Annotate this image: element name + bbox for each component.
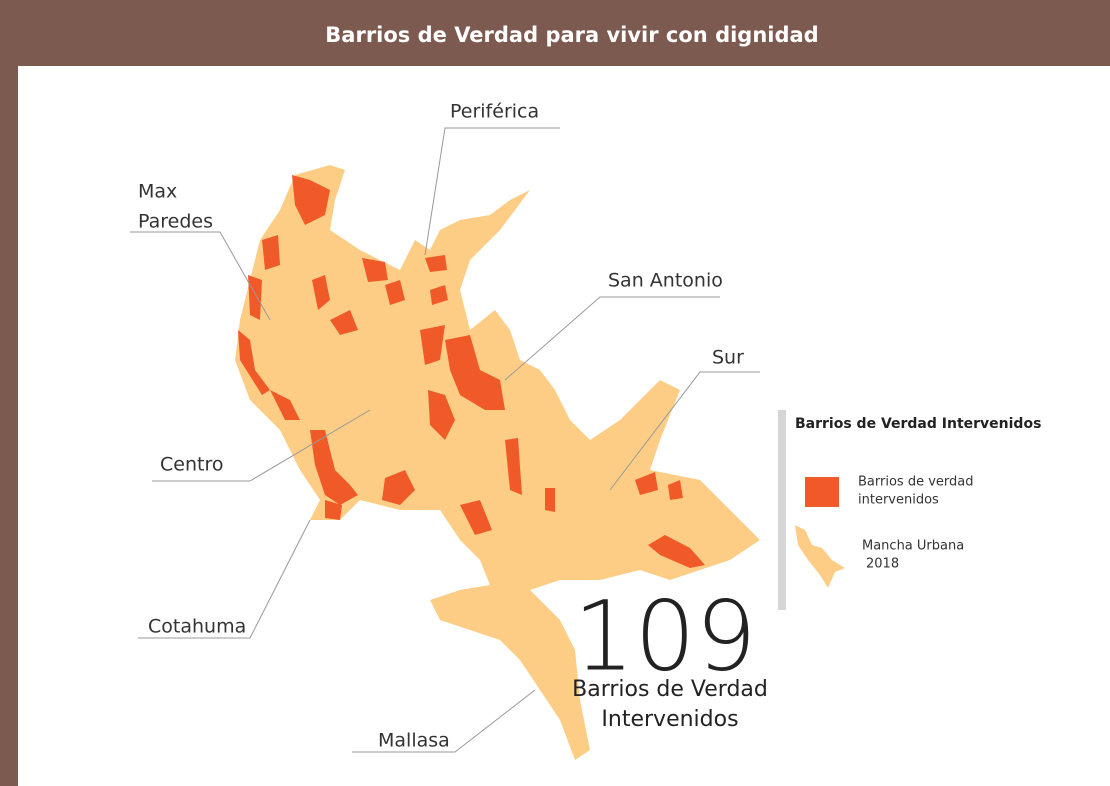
leader-lines	[130, 127, 760, 753]
urban-area	[235, 165, 760, 760]
leader-line	[504, 296, 720, 381]
legend-label: Mancha Urbana	[862, 539, 964, 554]
district-label: Mallasa	[378, 730, 450, 752]
caption-line: Barrios de Verdad	[572, 677, 768, 702]
leader-line	[152, 409, 371, 482]
legend-bar	[778, 410, 786, 610]
leader-line	[424, 127, 560, 256]
district-label: Sur	[712, 347, 744, 369]
district-label: Centro	[160, 454, 223, 476]
leader-line	[352, 689, 536, 753]
district-label: Cotahuma	[148, 616, 246, 638]
legend-label: 2018	[866, 557, 899, 572]
leader-line	[138, 519, 311, 639]
intervened-areas	[238, 175, 705, 568]
legend-label: Barrios de verdad	[858, 475, 973, 490]
map	[235, 165, 760, 760]
big-number-caption: Barrios de Verdad Intervenidos	[572, 677, 768, 732]
leader-line	[609, 371, 760, 491]
leader-line	[130, 231, 271, 321]
district-label: Max	[138, 181, 177, 203]
legend-items: Barrios de verdad intervenidos Mancha Urba…	[858, 475, 973, 572]
legend-label: intervenidos	[858, 493, 939, 508]
legend-swatch	[805, 477, 839, 507]
title: Barrios de Verdad para vivir con dignida…	[325, 23, 818, 47]
district-label: Paredes	[138, 211, 213, 233]
district-label: Periférica	[450, 101, 539, 123]
district-label: San Antonio	[608, 270, 723, 292]
big-number: 109	[573, 580, 756, 692]
district-labels: Periférica Max Paredes San Antonio Sur Centro…	[138, 101, 744, 752]
legend-swatch	[795, 525, 845, 588]
caption-line: Intervenidos	[601, 707, 738, 732]
legend-title: Barrios de Verdad Intervenidos	[795, 416, 1041, 432]
